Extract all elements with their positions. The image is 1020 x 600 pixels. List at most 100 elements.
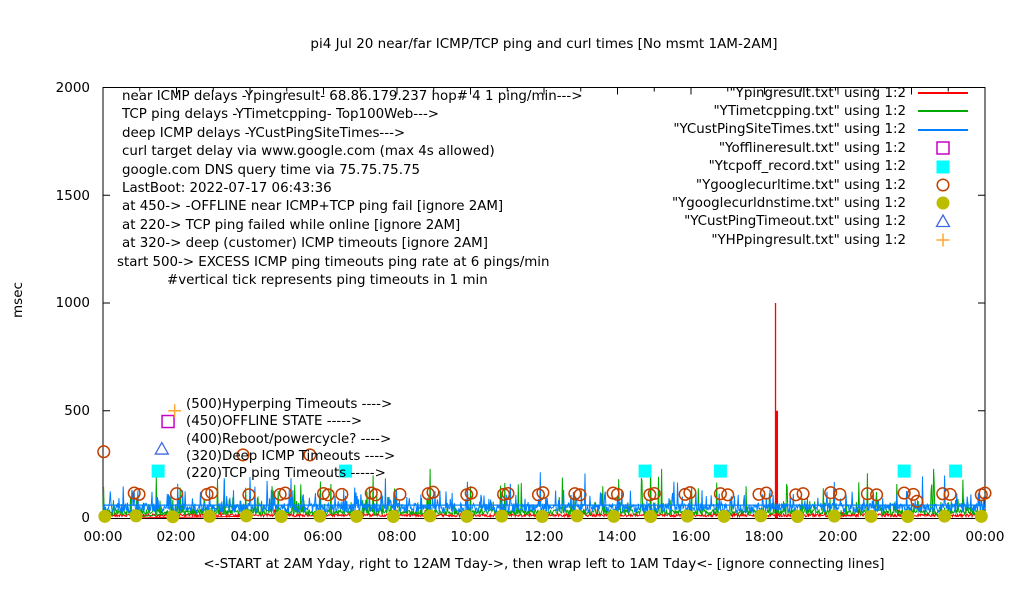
square-open-marker: [161, 414, 175, 429]
circle-open-marker: [501, 486, 515, 501]
circle-filled-marker: [864, 509, 878, 523]
y-axis-label: msec: [10, 282, 26, 318]
legend-label: "YHPpingresult.txt" using 1:2: [711, 232, 906, 248]
x-tick-label: 02:00: [156, 529, 196, 545]
x-tick-label: 18:00: [744, 529, 784, 545]
circle-open-marker: [943, 487, 957, 501]
circle-open-marker: [833, 487, 847, 501]
level-label-450: (450)OFFLINE STATE ----->: [186, 414, 363, 430]
triangle-open-marker: [154, 441, 170, 455]
circle-open-marker: [497, 487, 511, 501]
square-filled-marker: [897, 464, 911, 478]
annotation-line: LastBoot: 2022-07-17 06:43:36: [122, 181, 332, 196]
triangle-open-marker: [935, 213, 951, 227]
series-YCustPingSiteTimes-txt: [102, 472, 986, 515]
circle-open-marker: [205, 486, 219, 500]
level-label-220: (220)TCP ping Timeouts ----->: [186, 466, 386, 482]
circle-open-marker: [683, 486, 697, 500]
square-open-marker: [936, 141, 950, 155]
circle-filled-marker: [607, 509, 621, 523]
legend-filled-circle-icon: [914, 194, 972, 212]
circle-filled-marker: [570, 509, 584, 523]
wrap-connecting-line: [139, 515, 245, 519]
x-tick-label: 16:00: [671, 529, 711, 545]
y-tick-label: 500: [64, 403, 90, 419]
x-tick-label: 22:00: [891, 529, 931, 545]
legend-cyan-square-icon: [914, 158, 972, 176]
circle-open-marker: [278, 486, 292, 500]
legend-triangle-icon: [914, 213, 972, 231]
circle-filled-marker: [203, 509, 217, 523]
x-tick-label: 10:00: [450, 529, 490, 545]
annotation-line: google.com DNS query time via 75.75.75.7…: [122, 162, 420, 178]
circle-open-marker: [906, 487, 920, 501]
legend-label: "YTimetcpping.txt" using 1:2: [713, 103, 906, 119]
legend-item: "Ypingresult.txt" using 1:2: [560, 84, 972, 102]
annotation-line: at 220-> TCP ping failed while online [i…: [122, 217, 461, 233]
annotation-line: #vertical tick represents ping timeouts …: [167, 273, 488, 288]
x-tick-label: 14:00: [597, 529, 637, 545]
circle-open-marker: [610, 487, 625, 501]
x-tick-label: 12:00: [524, 529, 564, 545]
legend-label: "YCustPingSiteTimes.txt" using 1:2: [673, 122, 906, 138]
x-tick-label: 08:00: [377, 529, 417, 545]
circle-filled-marker: [974, 509, 988, 523]
circle-filled-marker: [129, 509, 143, 523]
x-tick-label: 06:00: [303, 529, 343, 545]
annotation-line: near ICMP delays -Ypingresult- 68.86.179…: [122, 89, 583, 104]
circle-open-marker: [752, 487, 766, 501]
circle-open-marker: [870, 488, 884, 502]
legend-item: "YHPpingresult.txt" using 1:2: [560, 231, 972, 249]
y-tick-label: 1000: [55, 295, 90, 311]
circle-open-marker: [647, 486, 661, 501]
legend-label: "Ytcpoff_record.txt" using 1:2: [708, 159, 906, 175]
circle-open-marker: [789, 488, 803, 502]
circle-open-marker: [369, 488, 383, 502]
circle-open-marker: [897, 486, 911, 500]
legend-item: "Ygooglecurltime.txt" using 1:2: [560, 176, 972, 194]
circle-open-marker: [273, 487, 287, 501]
circle-open-marker: [169, 487, 184, 501]
level-label-320: (320)Deep ICMP Timeouts ---->: [186, 448, 396, 464]
legend-label: "Yofflineresult.txt" using 1:2: [718, 140, 906, 156]
circle-open-marker: [824, 486, 838, 500]
circle-open-marker: [796, 487, 810, 501]
circle-open-marker: [426, 485, 440, 499]
circle-filled-marker: [535, 510, 549, 524]
legend-label: "Ypingresult.txt" using 1:2: [729, 85, 906, 101]
legend-item: "YCustPingTimeout.txt" using 1:2: [560, 213, 972, 231]
x-tick-label: 00:00: [965, 529, 1005, 545]
legend-plus-icon: [914, 231, 972, 249]
circle-filled-marker: [313, 509, 327, 523]
annotation-line: deep ICMP delays -YCustPingSiteTimes--->: [122, 125, 406, 141]
x-tick-label: 20:00: [818, 529, 858, 545]
circle-filled-marker: [350, 509, 364, 523]
circle-open-marker: [713, 487, 727, 501]
circle-open-marker: [127, 486, 141, 500]
circle-open-marker: [335, 487, 349, 501]
circle-filled-marker: [901, 510, 915, 524]
y-tick-label: 0: [81, 510, 90, 526]
y-tick-label: 2000: [55, 80, 90, 96]
circle-open-marker: [97, 445, 111, 459]
circle-filled-marker: [423, 509, 437, 523]
circle-open-marker: [573, 488, 587, 502]
circle-open-marker: [910, 494, 924, 508]
circle-filled-marker: [791, 510, 805, 524]
legend-red-line-icon: [914, 84, 972, 102]
circle-filled-marker: [644, 510, 658, 524]
legend-blue-line-icon: [914, 121, 972, 139]
circle-open-marker: [321, 488, 335, 502]
legend-label: "Ygooglecurltime.txt" using 1:2: [695, 177, 906, 193]
circle-filled-marker: [717, 509, 731, 523]
circle-filled-marker: [274, 510, 288, 524]
square-filled-marker: [936, 160, 950, 174]
circle-filled-marker: [386, 510, 400, 524]
circle-open-marker: [978, 486, 992, 500]
circle-open-marker: [242, 488, 256, 502]
circle-filled-marker: [936, 196, 950, 210]
level-label-400: (400)Reboot/powercycle? ---->: [186, 431, 392, 447]
legend-item: "Ygooglecurldnstime.txt" using 1:2: [560, 194, 972, 212]
annotation-line: at 450-> -OFFLINE near ICMP+TCP ping fai…: [122, 199, 504, 215]
circle-filled-marker: [166, 510, 180, 524]
